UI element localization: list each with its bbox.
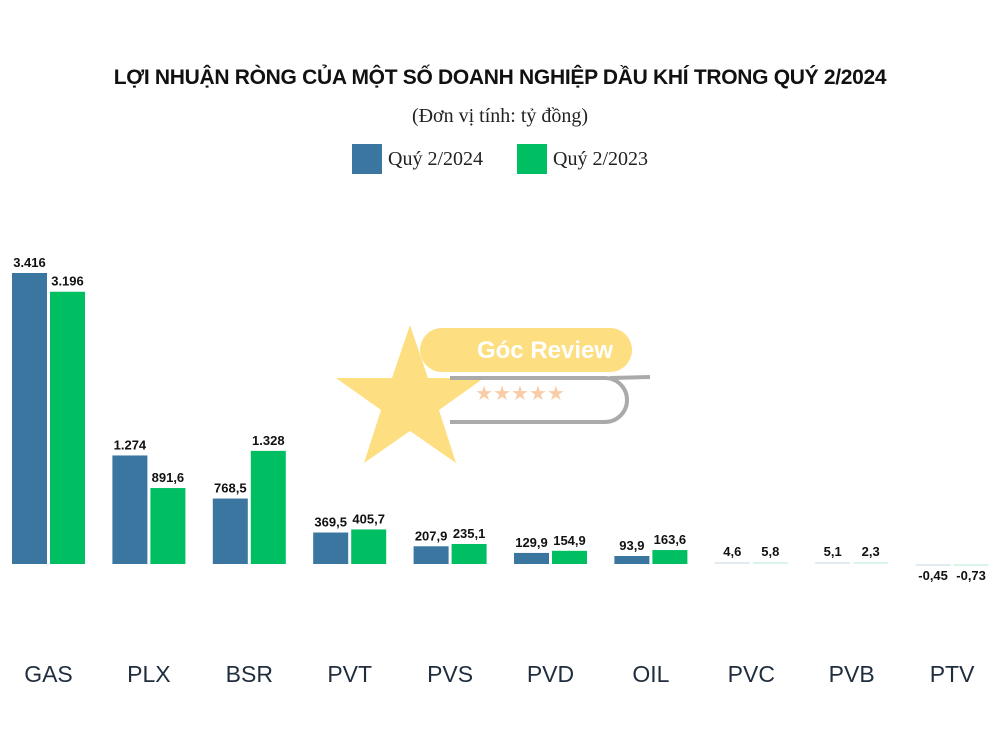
data-label-pvb-2024: 5,1 — [824, 544, 842, 559]
category-label-ptv: PTV — [930, 661, 975, 687]
category-label-bsr: BSR — [226, 661, 273, 687]
data-label-gas-2024: 3.416 — [13, 255, 46, 270]
data-label-ptv-2024: -0,45 — [918, 568, 948, 583]
svg-text:Góc Review: Góc Review — [477, 337, 613, 364]
chart-title: LỢI NHUẬN RÒNG CỦA MỘT SỐ DOANH NGHIỆP D… — [113, 66, 887, 89]
bar-pvt-2024 — [313, 532, 349, 564]
legend-swatch-2023 — [517, 144, 547, 174]
data-label-gas-2023: 3.196 — [51, 274, 84, 289]
category-label-plx: PLX — [127, 661, 170, 687]
data-label-oil-2024: 93,9 — [619, 538, 644, 553]
category-label-oil: OIL — [632, 661, 669, 687]
data-label-pvb-2023: 2,3 — [862, 544, 880, 559]
watermark-banner — [420, 328, 632, 372]
legend-label-2023: Quý 2/2023 — [553, 147, 648, 170]
bar-bsr-2024 — [212, 498, 248, 564]
legend-item-2024: Quý 2/2024 — [352, 144, 483, 174]
bar-gas-2023 — [50, 291, 85, 564]
bar-plx-2023 — [150, 488, 186, 564]
bar-pvd-2024 — [514, 552, 549, 564]
data-label-bsr-2023: 1.328 — [252, 433, 285, 448]
bar-pvb-2023 — [853, 562, 889, 564]
category-label-pvd: PVD — [527, 661, 574, 687]
data-label-pvc-2023: 5,8 — [761, 544, 779, 559]
data-label-pvc-2024: 4,6 — [723, 544, 741, 559]
data-label-pvs-2023: 235,1 — [453, 526, 486, 541]
data-label-pvd-2023: 154,9 — [553, 533, 586, 548]
data-label-oil-2023: 163,6 — [654, 532, 687, 547]
data-label-plx-2023: 891,6 — [152, 470, 185, 485]
legend-item-2023: Quý 2/2023 — [517, 144, 648, 174]
bar-pvc-2023 — [752, 562, 788, 564]
bar-pvb-2024 — [815, 562, 851, 564]
legend: Quý 2/2024 Quý 2/2023 — [0, 144, 1000, 174]
watermark-logo: Góc Review ★★★★★ — [336, 325, 651, 463]
data-label-ptv-2023: -0,73 — [956, 568, 986, 583]
bar-pvs-2024 — [413, 546, 449, 564]
data-label-pvd-2024: 129,9 — [515, 535, 548, 550]
bars-group: 3.416 3.196 GAS 1.274 891,6 PLX 768,5 1.328 BSR 3… — [12, 255, 989, 687]
category-label-pvs: PVS — [427, 661, 473, 687]
bar-plx-2024 — [112, 455, 148, 564]
bar-ptv-2024 — [915, 564, 951, 566]
bar-pvc-2024 — [714, 562, 750, 564]
bar-ptv-2023 — [953, 564, 989, 566]
bar-pvt-2023 — [351, 529, 387, 564]
data-label-pvt-2023: 405,7 — [352, 511, 385, 526]
bar-gas-2024 — [12, 273, 47, 564]
category-label-pvb: PVB — [829, 661, 875, 687]
category-label-pvc: PVC — [728, 661, 775, 687]
svg-text:★★★★★: ★★★★★ — [475, 383, 565, 405]
bar-oil-2024 — [614, 556, 650, 564]
legend-swatch-2024 — [352, 144, 382, 174]
data-label-plx-2024: 1.274 — [114, 437, 147, 452]
bar-pvd-2023 — [552, 550, 587, 564]
bar-bsr-2023 — [250, 450, 286, 564]
bar-oil-2023 — [652, 550, 688, 564]
data-label-pvs-2024: 207,9 — [415, 528, 448, 543]
category-label-pvt: PVT — [327, 661, 372, 687]
data-label-pvt-2024: 369,5 — [314, 515, 347, 530]
legend-label-2024: Quý 2/2024 — [388, 147, 483, 170]
data-label-bsr-2024: 768,5 — [214, 481, 247, 496]
category-label-gas: GAS — [24, 661, 73, 687]
bar-pvs-2023 — [451, 543, 487, 564]
chart-subtitle: (Đơn vị tính: tỷ đồng) — [411, 105, 589, 127]
watermark-star-icon — [336, 325, 484, 463]
